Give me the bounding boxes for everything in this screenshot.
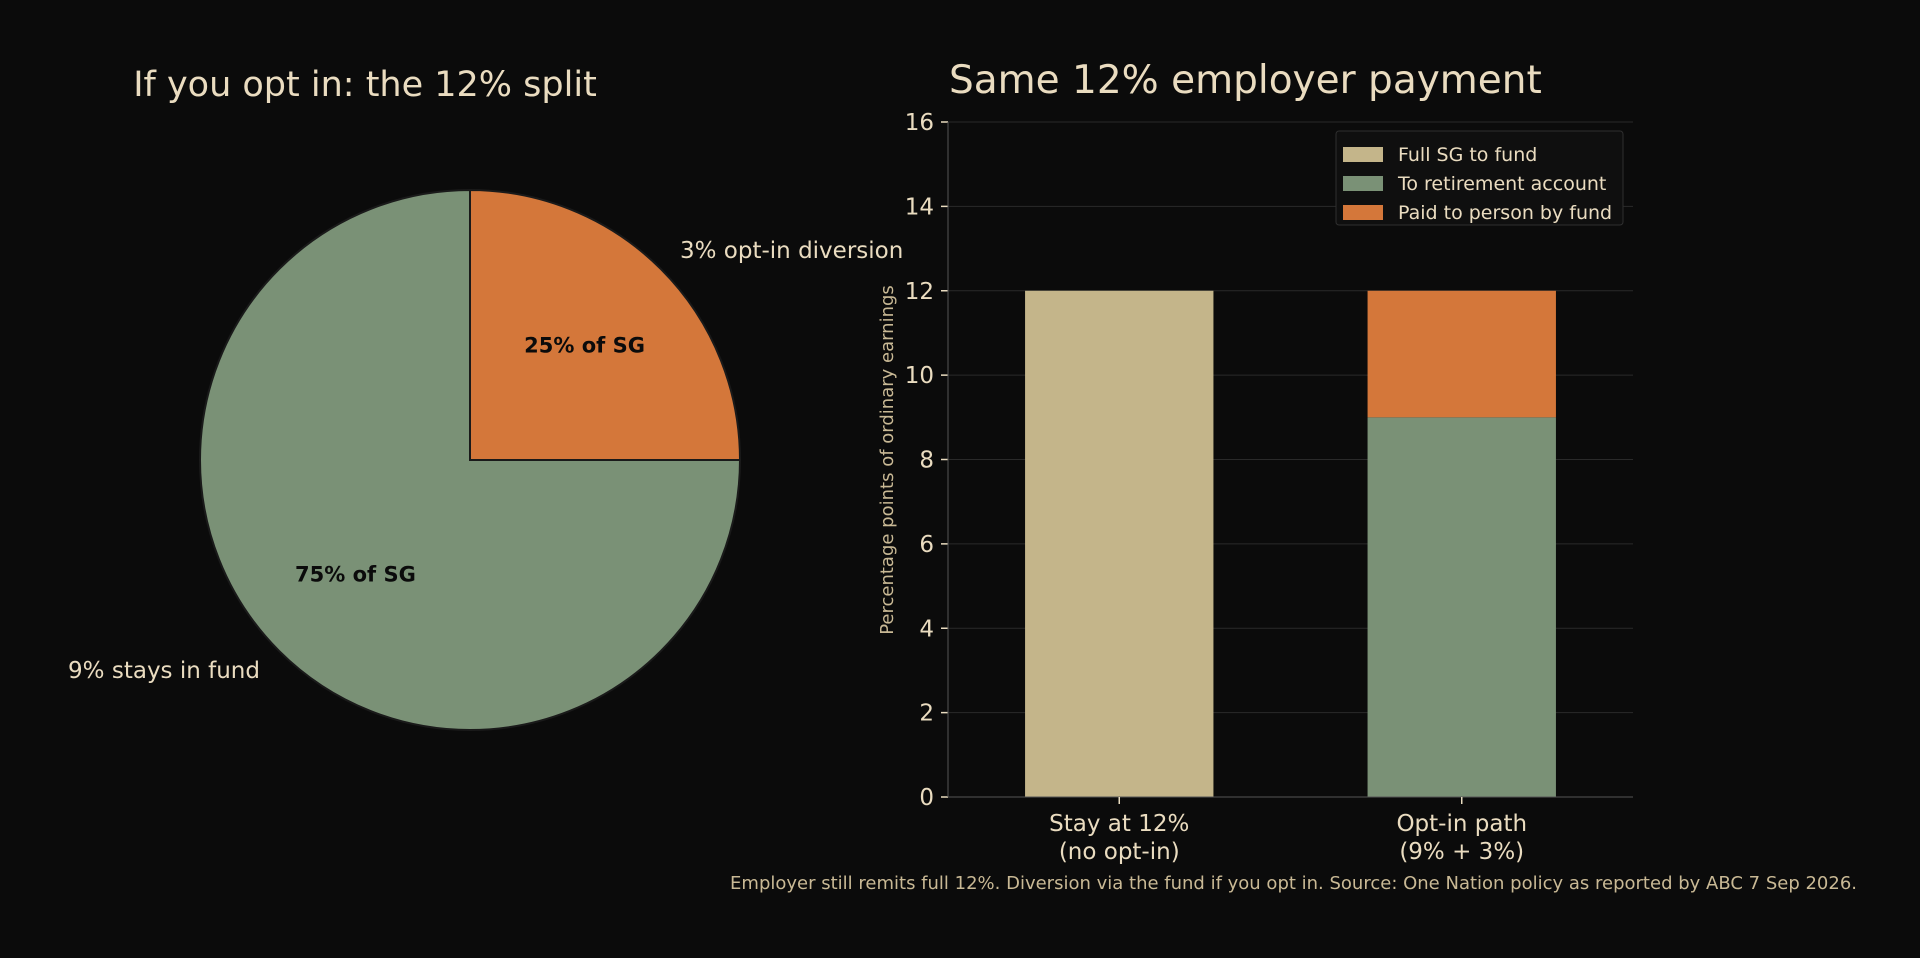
bar-chart: Same 12% employer payment 0246810121416 … [877, 58, 1633, 865]
y-tick-label-7: 14 [905, 194, 934, 220]
pie-slice-outer-label-0: 3% opt-in diversion [680, 238, 903, 264]
y-tick-label-0: 0 [919, 785, 934, 811]
y-tick-label-4: 8 [919, 448, 934, 474]
legend-swatch-1 [1343, 176, 1383, 191]
pie-title: If you opt in: the 12% split [133, 65, 597, 105]
bar-bars [1025, 290, 1556, 797]
bar-title: Same 12% employer payment [949, 58, 1542, 103]
legend-swatch-0 [1343, 147, 1383, 162]
legend: Full SG to fund To retirement account Paid… [1335, 130, 1624, 226]
bar-1-series-1 [1367, 417, 1556, 797]
pie-slices [199, 188, 742, 731]
y-tick-labels: 0 2 4 6 8 10 12 14 16 [905, 110, 934, 811]
y-tick-label-3: 6 [919, 532, 934, 558]
pie-slice-1 [199, 188, 742, 731]
legend-swatch-2 [1343, 205, 1383, 220]
bar-1-series-2 [1367, 290, 1556, 418]
pie-slice-inner-label-0: 25% of SG [524, 333, 645, 357]
legend-box [1335, 130, 1624, 226]
x-tick-label-1-line1: Opt-in path [1396, 811, 1527, 837]
y-tick-label-6: 12 [905, 279, 934, 305]
y-axis-label: Percentage points of ordinary earnings [877, 285, 898, 635]
legend-label-0: Full SG to fund [1398, 144, 1537, 166]
y-tick-label-2: 4 [919, 616, 934, 642]
bar-0-series-0 [1025, 290, 1214, 797]
x-tick-label-0-line2: (no opt-in) [1059, 839, 1180, 865]
pie-slice-inner-label-1: 75% of SG [295, 563, 416, 587]
x-tick-label-1-line2: (9% + 3%) [1399, 839, 1524, 865]
y-tick-label-5: 10 [905, 363, 934, 389]
footnote: Employer still remits full 12%. Diversio… [730, 873, 1857, 894]
y-tick-label-8: 16 [905, 110, 934, 136]
pie-slice-outer-label-1: 9% stays in fund [68, 658, 260, 684]
pie-slice-0 [469, 188, 742, 461]
x-tick-label-0-line1: Stay at 12% [1049, 811, 1189, 837]
legend-label-2: Paid to person by fund [1398, 202, 1612, 224]
x-tick-labels: Stay at 12%(no opt-in) Opt-in path(9% + 3… [1049, 811, 1527, 865]
legend-label-1: To retirement account [1397, 173, 1606, 195]
pie-chart: If you opt in: the 12% split 25% of SG 3%… [68, 65, 903, 731]
y-tick-label-1: 2 [919, 701, 934, 727]
pie-labels: 25% of SG 3% opt-in diversion 75% of SG 9% … [68, 238, 903, 684]
bar-axes [941, 121, 1633, 804]
